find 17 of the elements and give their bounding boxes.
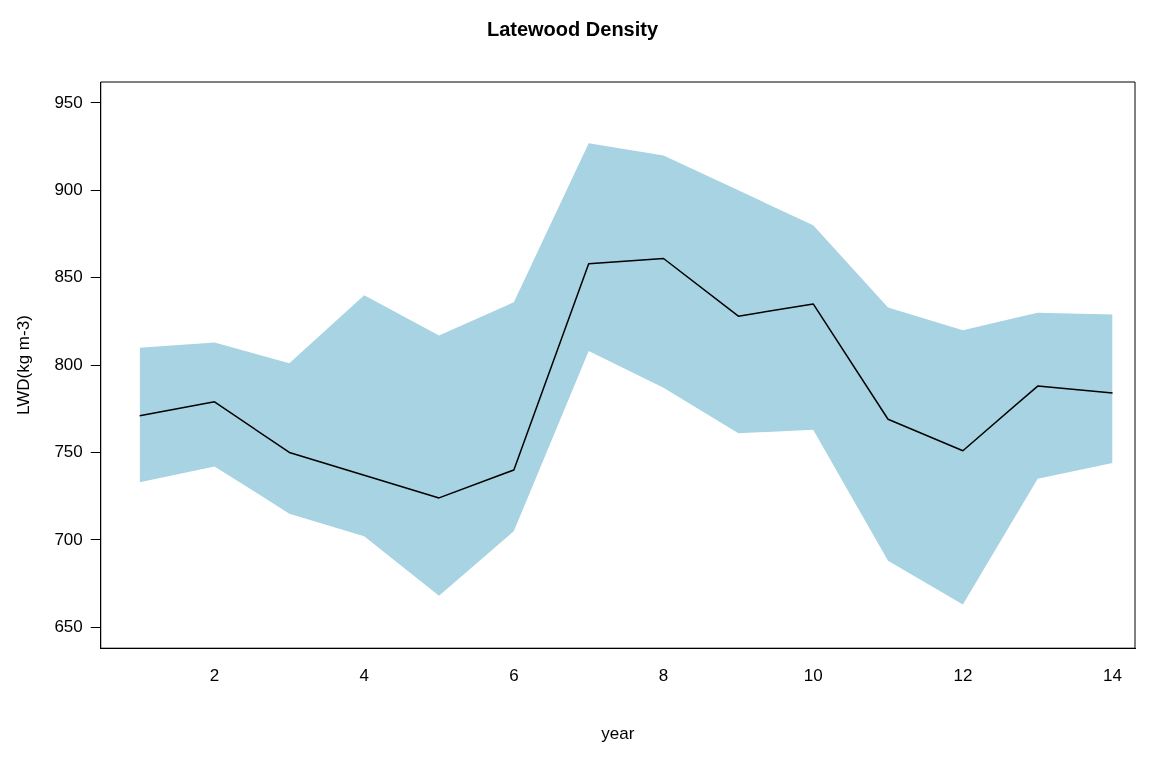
x-axis-title: year xyxy=(601,724,635,744)
y-tick-label: 800 xyxy=(54,354,83,374)
y-tick-label: 900 xyxy=(54,180,83,200)
x-tick-label: 10 xyxy=(803,666,823,686)
x-tick-label: 14 xyxy=(1103,666,1123,686)
x-tick-label: 4 xyxy=(359,666,369,686)
y-tick-label: 950 xyxy=(54,92,83,112)
chart-title: Latewood Density xyxy=(486,17,659,40)
y-tick-label: 750 xyxy=(54,442,83,462)
x-tick-label: 8 xyxy=(658,666,669,686)
y-tick-label: 850 xyxy=(54,267,83,287)
x-tick-label: 12 xyxy=(953,666,973,686)
x-tick-label: 2 xyxy=(209,666,220,686)
y-axis-title: LWD(kg m-3) xyxy=(13,315,33,415)
x-tick-label: 6 xyxy=(509,666,519,686)
y-tick-label: 650 xyxy=(54,616,83,636)
y-tick-label: 700 xyxy=(54,529,83,549)
